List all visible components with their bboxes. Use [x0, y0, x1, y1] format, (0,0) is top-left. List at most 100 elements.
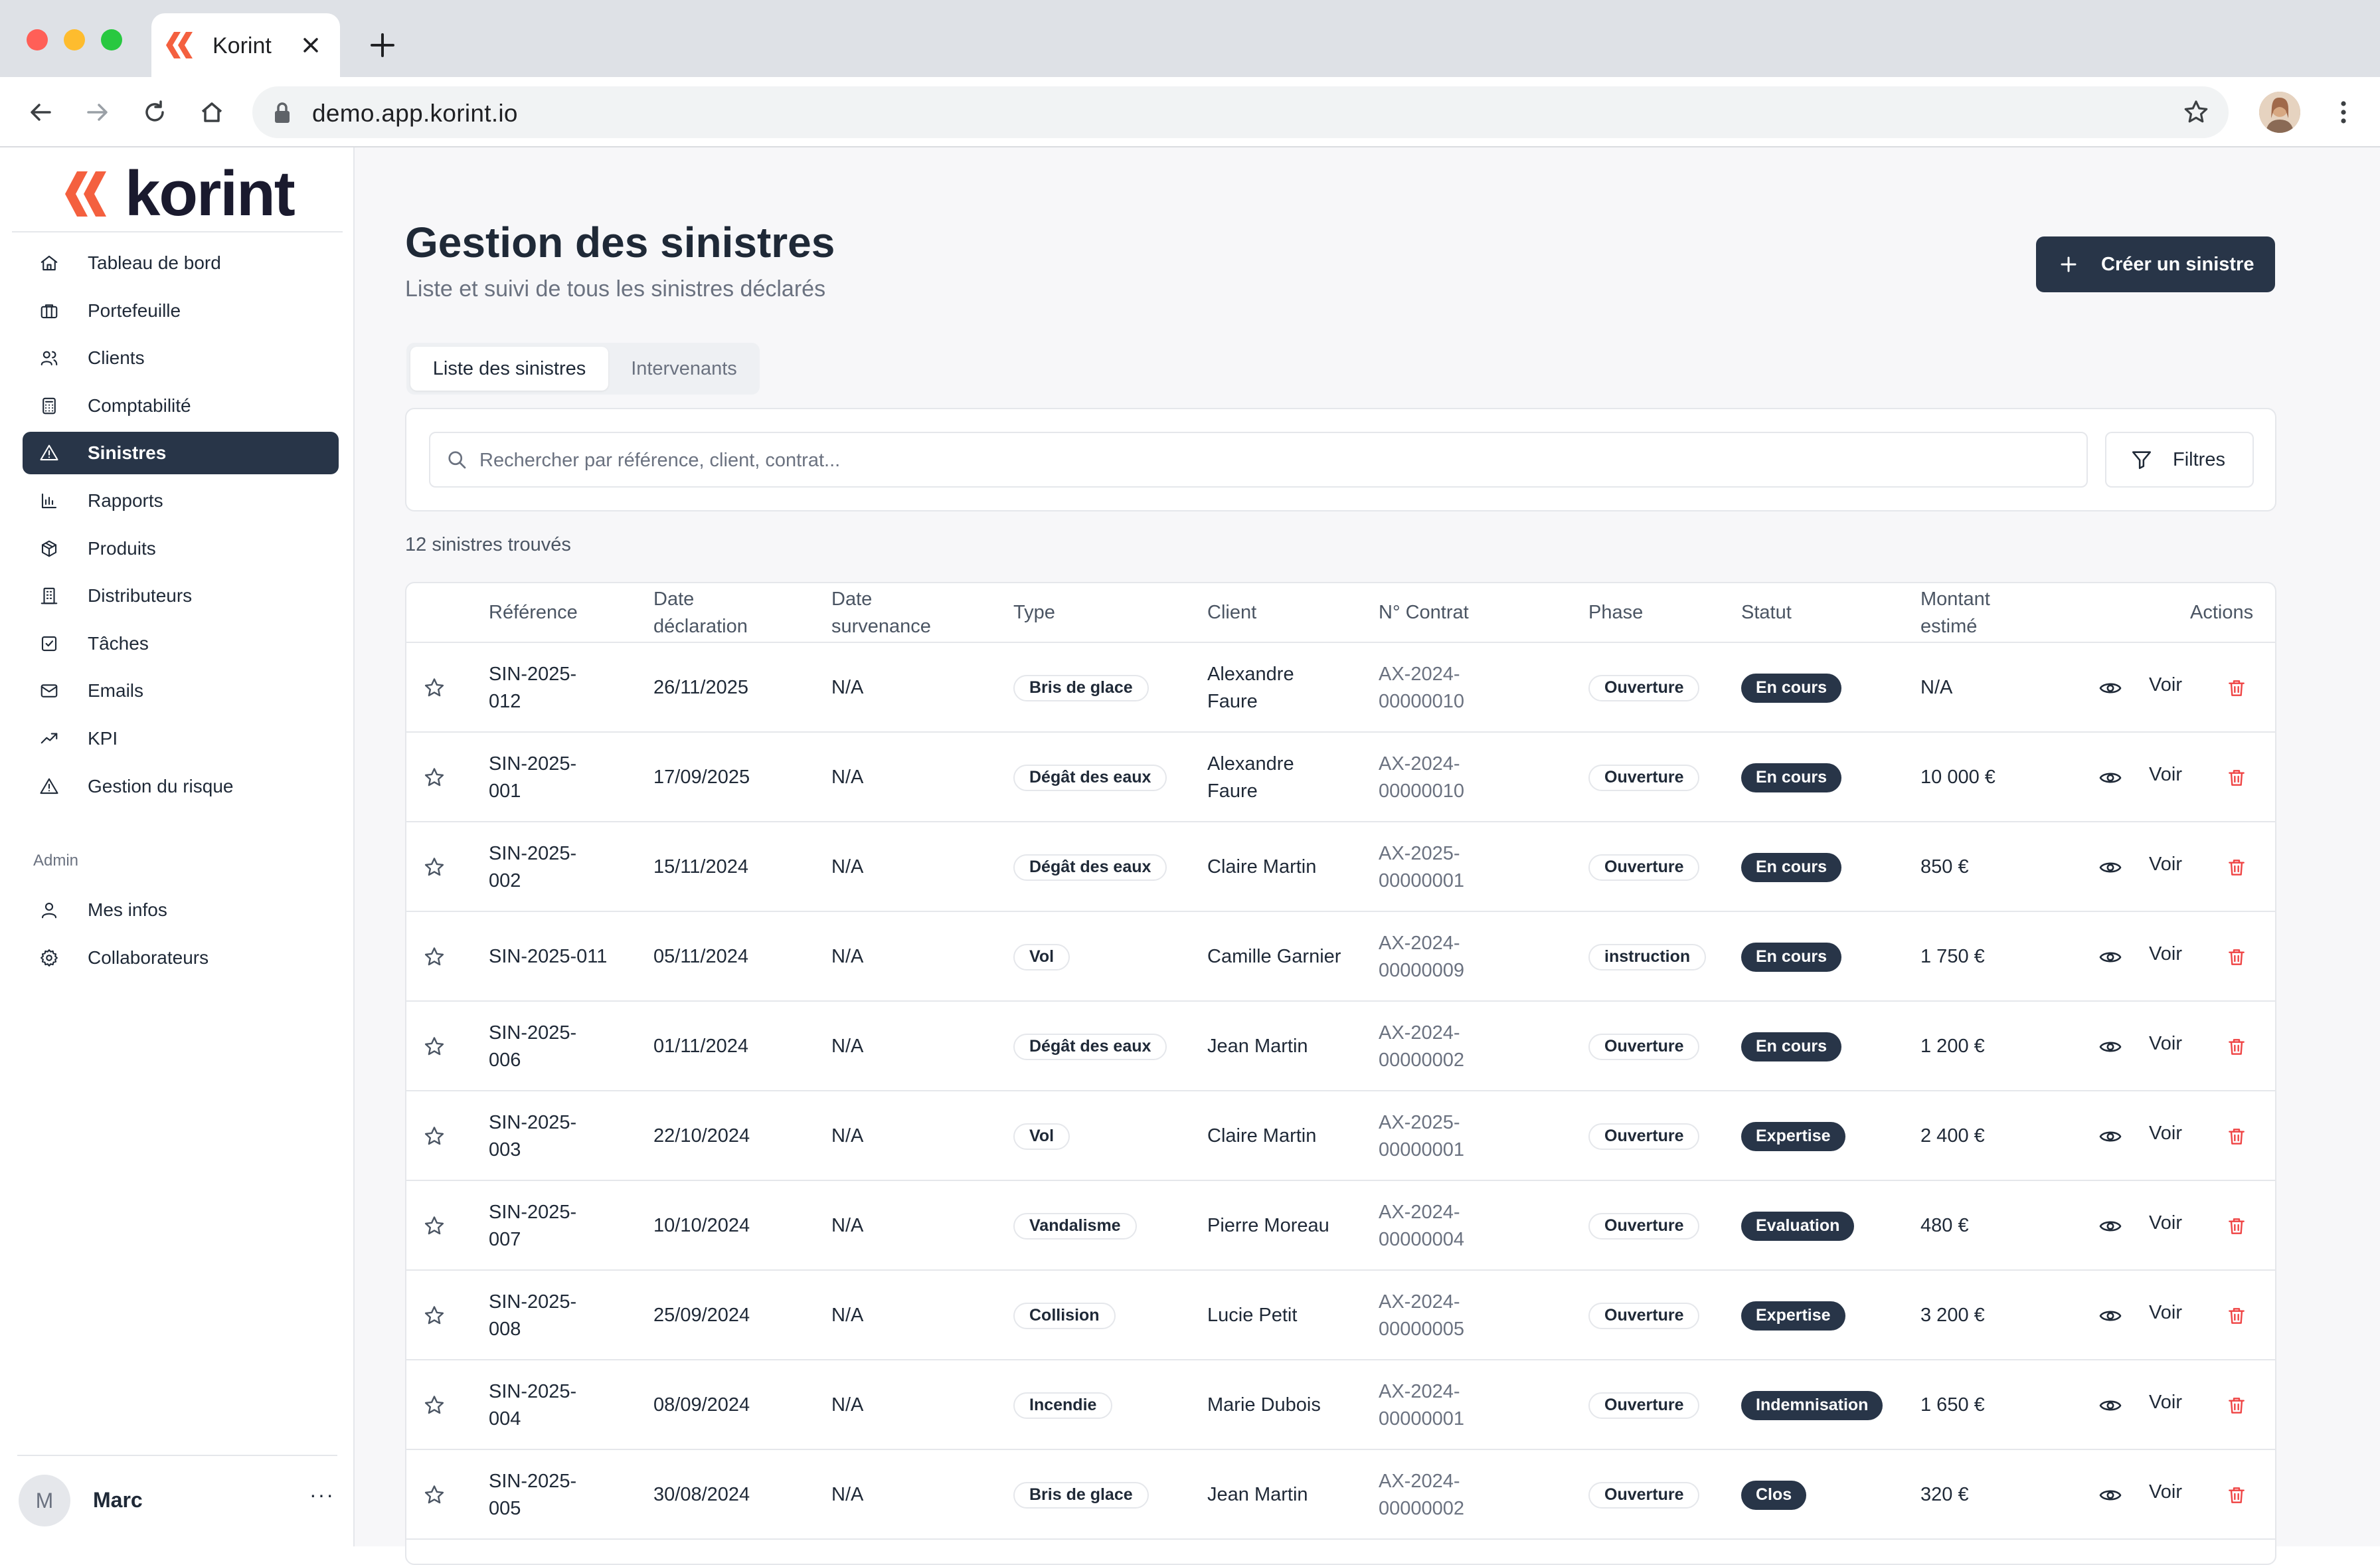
contract-number[interactable]: AX-2024- 00000010 — [1379, 751, 1464, 805]
contract-number[interactable]: AX-2025- 00000001 — [1379, 1109, 1464, 1164]
user-more-icon[interactable]: ··· — [309, 1483, 335, 1507]
claim-reference[interactable]: SIN-2025- 012 — [489, 661, 576, 715]
header-montant[interactable]: Montant estimé — [1920, 586, 1990, 640]
star-icon[interactable] — [422, 766, 446, 790]
claim-reference[interactable]: SIN-2025- 004 — [489, 1378, 576, 1433]
star-icon[interactable] — [422, 1125, 446, 1149]
star-icon[interactable] — [422, 1483, 446, 1507]
claim-reference[interactable]: SIN-2025- 002 — [489, 840, 576, 895]
trash-icon[interactable] — [2226, 1305, 2247, 1327]
header-type[interactable]: Type — [1013, 602, 1055, 623]
header-date-declaration[interactable]: Date déclaration — [653, 586, 748, 640]
sidebar-item-portefeuille[interactable]: Portefeuille — [23, 290, 339, 332]
trash-icon[interactable] — [2226, 1216, 2247, 1237]
close-tab-icon[interactable] — [295, 29, 327, 61]
header-phase[interactable]: Phase — [1588, 602, 1644, 623]
reload-icon[interactable] — [137, 94, 173, 130]
view-button[interactable]: Voir — [2149, 1481, 2182, 1503]
claim-reference[interactable]: SIN-2025- 008 — [489, 1289, 576, 1343]
view-button[interactable]: Voir — [2149, 854, 2182, 875]
trash-icon[interactable] — [2226, 947, 2247, 968]
contract-number[interactable]: AX-2024- 00000002 — [1379, 1468, 1464, 1522]
contract-number[interactable]: AX-2024- 00000010 — [1379, 661, 1464, 715]
view-button[interactable]: Voir — [2149, 674, 2182, 695]
eye-icon[interactable] — [2098, 1483, 2122, 1507]
header-contrat[interactable]: N° Contrat — [1379, 602, 1469, 623]
trash-icon[interactable] — [2226, 857, 2247, 878]
back-arrow-icon[interactable] — [23, 94, 58, 130]
table-row[interactable]: SIN-2025- 003 22/10/2024 N/A Vol Claire M… — [406, 1091, 2275, 1181]
view-button[interactable]: Voir — [2149, 764, 2182, 785]
eye-icon[interactable] — [2098, 1035, 2122, 1059]
sidebar-item-gestion-du-risque[interactable]: Gestion du risque — [23, 765, 339, 808]
create-claim-button[interactable]: Créer un sinistre — [2036, 236, 2275, 292]
claim-reference[interactable]: SIN-2025- 003 — [489, 1109, 576, 1164]
search-input[interactable]: Rechercher par référence, client, contra… — [429, 432, 2088, 488]
claim-reference[interactable]: SIN-2025- 007 — [489, 1199, 576, 1253]
sidebar-item-mes-infos[interactable]: Mes infos — [23, 889, 339, 931]
window-minimize-button[interactable] — [64, 29, 85, 50]
star-icon[interactable] — [422, 1214, 446, 1238]
table-row[interactable]: SIN-2025- 007 10/10/2024 N/A Vandalisme P… — [406, 1181, 2275, 1271]
eye-icon[interactable] — [2098, 1214, 2122, 1238]
contract-number[interactable]: AX-2024- 00000009 — [1379, 930, 1464, 984]
contract-number[interactable]: AX-2024- 00000004 — [1379, 1199, 1464, 1253]
trash-icon[interactable] — [2226, 1485, 2247, 1506]
star-icon[interactable] — [422, 856, 446, 879]
table-row[interactable]: SIN-2025- 006 01/11/2024 N/A Dégât des ea… — [406, 1002, 2275, 1091]
sidebar-item-distributeurs[interactable]: Distributeurs — [23, 575, 339, 617]
bookmark-star-icon[interactable] — [2182, 98, 2210, 126]
sidebar-item-clients[interactable]: Clients — [23, 337, 339, 379]
contract-number[interactable]: AX-2024- 00000002 — [1379, 1020, 1464, 1074]
browser-tab[interactable]: Korint — [151, 13, 340, 77]
table-row[interactable]: SIN-2025- 001 17/09/2025 N/A Dégât des ea… — [406, 733, 2275, 822]
window-maximize-button[interactable] — [101, 29, 122, 50]
sidebar-item-comptabilite[interactable]: Comptabilité — [23, 385, 339, 427]
sidebar-item-collaborateurs[interactable]: Collaborateurs — [23, 937, 339, 979]
eye-icon[interactable] — [2098, 676, 2122, 700]
star-icon[interactable] — [422, 1304, 446, 1328]
profile-avatar[interactable] — [2259, 92, 2300, 133]
table-row[interactable]: SIN-2025- 012 26/11/2025 N/A Bris de glac… — [406, 643, 2275, 733]
claim-reference[interactable]: SIN-2025- 001 — [489, 751, 576, 805]
table-row[interactable]: SIN-2025- 002 15/11/2024 N/A Dégât des ea… — [406, 822, 2275, 912]
sidebar-item-kpi[interactable]: KPI — [23, 717, 339, 760]
view-button[interactable]: Voir — [2149, 1123, 2182, 1144]
star-icon[interactable] — [422, 676, 446, 700]
claim-reference[interactable]: SIN-2025-011 — [489, 943, 607, 970]
claim-reference[interactable]: SIN-2025- 006 — [489, 1020, 576, 1074]
sidebar-item-taches[interactable]: Tâches — [23, 622, 339, 665]
view-button[interactable]: Voir — [2149, 1212, 2182, 1234]
trash-icon[interactable] — [2226, 767, 2247, 788]
eye-icon[interactable] — [2098, 1304, 2122, 1328]
table-row[interactable]: SIN-2025- 004 08/09/2024 N/A Incendie Mar… — [406, 1360, 2275, 1450]
address-bar[interactable]: demo.app.korint.io — [252, 86, 2229, 138]
trash-icon[interactable] — [2226, 1036, 2247, 1058]
header-date-survenance[interactable]: Date survenance — [831, 586, 931, 640]
header-reference[interactable]: Référence — [489, 602, 578, 623]
window-close-button[interactable] — [27, 29, 48, 50]
view-button[interactable]: Voir — [2149, 1302, 2182, 1323]
eye-icon[interactable] — [2098, 766, 2122, 790]
header-statut[interactable]: Statut — [1741, 602, 1792, 623]
forward-arrow-icon[interactable] — [80, 94, 116, 130]
new-tab-icon[interactable] — [367, 29, 398, 61]
trash-icon[interactable] — [2226, 1126, 2247, 1147]
trash-icon[interactable] — [2226, 1395, 2247, 1416]
header-client[interactable]: Client — [1207, 602, 1257, 623]
table-row[interactable]: SIN-2025- 005 30/08/2024 N/A Bris de glac… — [406, 1450, 2275, 1540]
sidebar-item-produits[interactable]: Produits — [23, 527, 339, 570]
table-row[interactable]: SIN-2025-011 05/11/2024 N/A Vol Camille … — [406, 912, 2275, 1002]
claim-reference[interactable]: SIN-2025- 005 — [489, 1468, 576, 1522]
eye-icon[interactable] — [2098, 1125, 2122, 1149]
korint-logo[interactable]: korint — [64, 162, 296, 226]
eye-icon[interactable] — [2098, 945, 2122, 969]
sidebar-item-sinistres[interactable]: Sinistres — [23, 432, 339, 475]
eye-icon[interactable] — [2098, 856, 2122, 879]
eye-icon[interactable] — [2098, 1394, 2122, 1418]
filters-button[interactable]: Filtres — [2105, 432, 2254, 488]
sidebar-item-rapports[interactable]: Rapports — [23, 480, 339, 522]
home-browser-icon[interactable] — [194, 94, 230, 130]
contract-number[interactable]: AX-2025- 00000001 — [1379, 840, 1464, 895]
trash-icon[interactable] — [2226, 678, 2247, 699]
